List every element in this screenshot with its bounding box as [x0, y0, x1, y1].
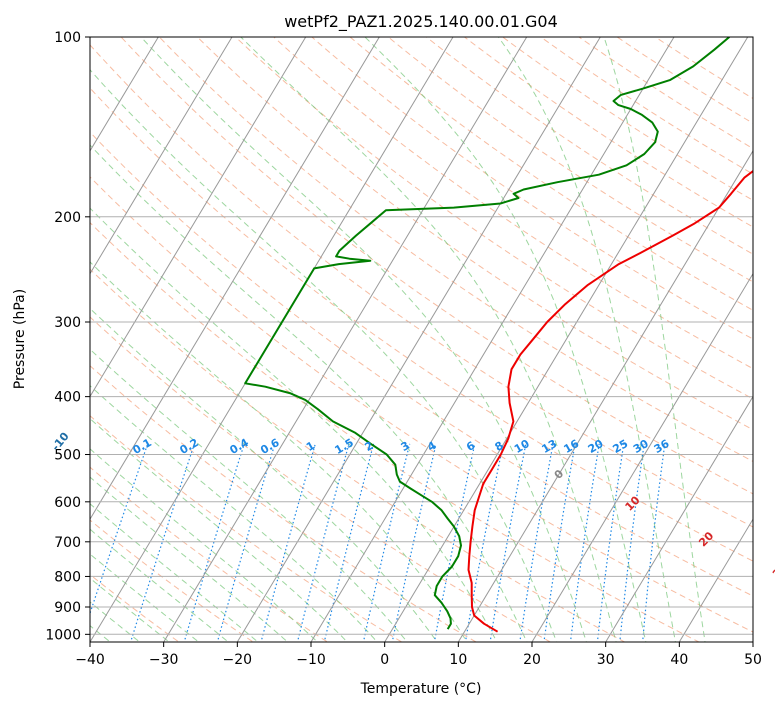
dry-adiabat-line — [234, 37, 753, 400]
moist-adiabat-line — [90, 417, 349, 642]
dry-adiabat-line — [90, 131, 753, 597]
mixing-ratio-line — [260, 443, 316, 642]
isotherm-line — [236, 37, 601, 642]
y-tick-label: 900 — [54, 600, 81, 616]
dry-adiabat-line — [90, 176, 753, 633]
mixing-ratio-line — [183, 443, 245, 642]
moist-adiabat-line — [240, 37, 617, 642]
pressure-gridlines — [90, 37, 753, 635]
isotherm-line — [90, 37, 380, 521]
y-tick-label: 800 — [54, 569, 81, 585]
x-tick-label: 30 — [597, 652, 615, 668]
dry-adiabat-line — [311, 37, 753, 340]
isotherm-line — [90, 37, 307, 398]
moist-adiabat-line — [90, 385, 378, 642]
chart-title: wetPf2_PAZ1.2025.140.00.01.G04 — [284, 12, 558, 32]
profiles — [244, 37, 753, 633]
dry-adiabat-line — [273, 37, 753, 370]
x-axis: −40 −30 −20 −10 0 10 20 30 40 50 — [75, 642, 762, 668]
isotherm-line — [384, 37, 749, 642]
y-axis: 1000 900 800 700 600 500 400 300 200 100 — [45, 30, 90, 643]
x-tick-label: −30 — [149, 652, 179, 668]
moist-adiabat-line — [90, 348, 408, 642]
x-tick-label: −10 — [296, 652, 326, 668]
moist-adiabat-line — [364, 37, 647, 642]
isotherm-line — [678, 518, 753, 642]
dry-adiabat-line — [196, 37, 753, 431]
moist-adiabat-line — [90, 528, 230, 642]
dry-adiabat-line — [90, 466, 329, 642]
y-axis-title: Pressure (hPa) — [12, 289, 28, 389]
y-tick-label: 200 — [54, 210, 81, 226]
moist-adiabat-line — [90, 553, 200, 642]
x-tick-label: 50 — [744, 652, 762, 668]
x-axis-title: Temperature (°C) — [360, 681, 482, 697]
isotherm-line — [457, 149, 753, 642]
mixing-ratio-line — [391, 443, 437, 642]
plot-area — [90, 37, 753, 642]
y-tick-label: 700 — [54, 535, 81, 551]
moist-adiabat-line — [90, 503, 259, 642]
mixing-ratio-lines — [90, 443, 666, 642]
isotherm-line — [90, 37, 159, 152]
y-tick-label: 100 — [54, 30, 81, 46]
x-tick-label: −40 — [75, 652, 105, 668]
moist-adiabat-line — [90, 307, 438, 642]
x-tick-label: 20 — [523, 652, 541, 668]
x-tick-label: 40 — [670, 652, 688, 668]
plot-frame — [89, 36, 754, 643]
moist-adiabat-line — [603, 37, 706, 642]
moist-adiabat-line — [90, 577, 170, 642]
isotherm-line — [163, 37, 528, 642]
moist-adiabat-line — [90, 448, 319, 642]
isotherm-line — [605, 395, 753, 642]
dry-adiabat-line — [90, 316, 552, 642]
y-tick-label: 1000 — [45, 627, 81, 643]
y-tick-label: 600 — [54, 495, 81, 511]
x-tick-label: −20 — [223, 652, 253, 668]
dewpoint-profile-line — [244, 37, 730, 630]
y-tick-label: 300 — [54, 315, 81, 331]
isotherm-line — [90, 37, 233, 275]
moist-adiabat-line — [90, 144, 528, 642]
plot-background — [90, 37, 753, 642]
mixing-ratio-line — [433, 443, 476, 642]
dry-adiabat-line — [90, 44, 753, 528]
x-tick-label: 0 — [380, 652, 389, 668]
y-tick-label: 400 — [54, 390, 81, 406]
moist-adiabat-line — [497, 37, 676, 642]
dry-adiabats — [90, 37, 753, 642]
moist-adiabat-label: 30 — [770, 560, 775, 580]
dry-adiabat-line — [90, 87, 753, 562]
mixing-ratio-line — [216, 443, 276, 642]
dry-adiabat-line — [90, 221, 700, 642]
moist-adiabat-line — [90, 207, 498, 642]
y-tick-label: 500 — [54, 448, 81, 464]
dry-adiabat-line — [90, 268, 626, 642]
temperature-profile-line — [467, 169, 753, 633]
x-tick-label: 10 — [449, 652, 467, 668]
mixing-ratio-line — [362, 443, 411, 642]
isotherm-line — [310, 37, 675, 642]
mixing-ratio-line — [464, 443, 504, 642]
isotherm-line — [531, 272, 753, 642]
moist-adiabat-line — [140, 37, 587, 642]
mixing-ratio-line — [323, 443, 375, 642]
mixing-ratio-line — [296, 443, 350, 642]
